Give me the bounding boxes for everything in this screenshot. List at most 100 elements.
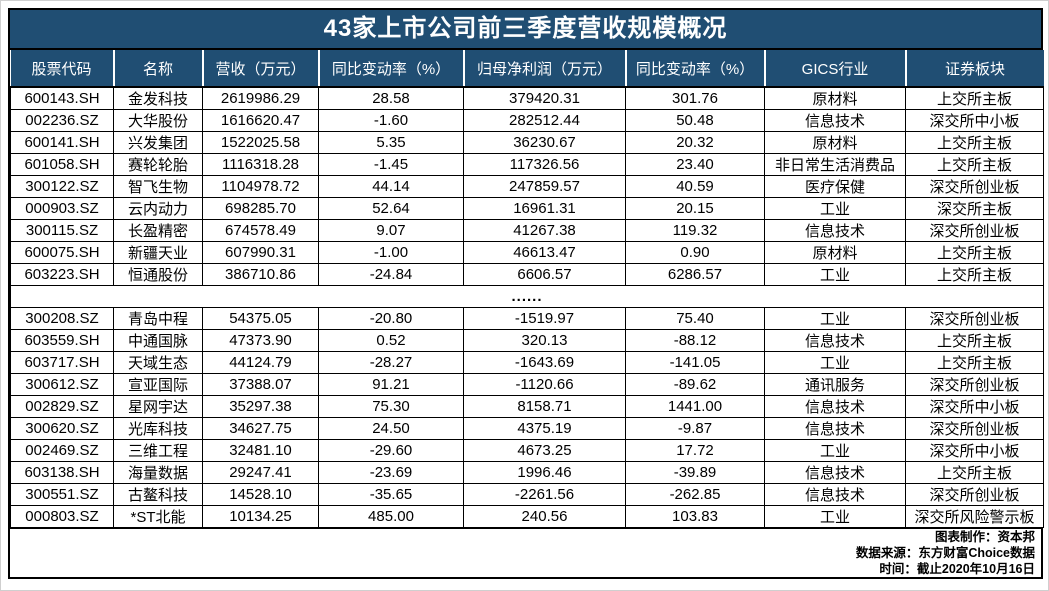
cell: 原材料: [764, 131, 906, 154]
table-row: 300208.SZ 青岛中程 54375.05 -20.80 -1519.97 75.40…: [10, 307, 1044, 330]
cell: 1441.00: [625, 395, 765, 418]
cell: 485.00: [318, 505, 464, 528]
cell: 中通国脉: [113, 329, 203, 352]
table-row: 300620.SZ 光库科技 34627.75 24.50 4375.19 -9.87 信息…: [10, 417, 1044, 440]
cell: 非日常生活消费品: [764, 153, 906, 176]
table-row: 000803.SZ *ST北能 10134.25 485.00 240.56 103.83…: [10, 505, 1044, 528]
cell: 0.52: [318, 329, 464, 352]
cell: 41267.38: [463, 219, 626, 242]
cell: 117326.56: [463, 153, 626, 176]
cell: 信息技术: [764, 417, 906, 440]
cell: 32481.10: [202, 439, 319, 462]
cell: 深交所中小板: [905, 395, 1044, 418]
cell: 深交所中小板: [905, 439, 1044, 462]
cell: 工业: [764, 307, 906, 330]
cell: 大华股份: [113, 109, 203, 132]
cell: -39.89: [625, 461, 765, 484]
cell: 37388.07: [202, 373, 319, 396]
cell: 8158.71: [463, 395, 626, 418]
cell: 海量数据: [113, 461, 203, 484]
cell: 光库科技: [113, 417, 203, 440]
cell: 44.14: [318, 175, 464, 198]
cell: 工业: [764, 197, 906, 220]
cell: 300208.SZ: [10, 307, 114, 330]
cell: 002469.SZ: [10, 439, 114, 462]
cell: 深交所创业板: [905, 483, 1044, 506]
cell: 17.72: [625, 439, 765, 462]
cell: 47373.90: [202, 329, 319, 352]
cell: 54375.05: [202, 307, 319, 330]
table-row: 600141.SH 兴发集团 1522025.58 5.35 36230.67 20.32…: [10, 131, 1044, 154]
cell: -1643.69: [463, 351, 626, 374]
ellipsis-row: ......: [10, 285, 1044, 308]
cell: 50.48: [625, 109, 765, 132]
cell: 674578.49: [202, 219, 319, 242]
table-row: 603138.SH 海量数据 29247.41 -23.69 1996.46 -39.89…: [10, 461, 1044, 484]
cell: 10134.25: [202, 505, 319, 528]
cell: 300620.SZ: [10, 417, 114, 440]
footer-credit: 图表制作：资本邦: [934, 530, 1035, 544]
cell: 000903.SZ: [10, 197, 114, 220]
cell: 深交所创业板: [905, 219, 1044, 242]
cell: 上交所主板: [905, 351, 1044, 374]
cell: 天域生态: [113, 351, 203, 374]
cell: 14528.10: [202, 483, 319, 506]
cell: 000803.SZ: [10, 505, 114, 528]
cell: 52.64: [318, 197, 464, 220]
cell: 上交所主板: [905, 131, 1044, 154]
cell: 600075.SH: [10, 241, 114, 264]
cell: -89.62: [625, 373, 765, 396]
cell: 40.59: [625, 175, 765, 198]
table-row: 300612.SZ 宣亚国际 37388.07 91.21 -1120.66 -89.62…: [10, 373, 1044, 396]
cell: *ST北能: [113, 505, 203, 528]
table-row: 300122.SZ 智飞生物 1104978.72 44.14 247859.57 40.…: [10, 175, 1044, 198]
cell: 29247.41: [202, 461, 319, 484]
cell: -23.69: [318, 461, 464, 484]
cell: 5.35: [318, 131, 464, 154]
cell: 1522025.58: [202, 131, 319, 154]
cell: 75.40: [625, 307, 765, 330]
cell: 工业: [764, 439, 906, 462]
cell: 云内动力: [113, 197, 203, 220]
cell: 医疗保健: [764, 175, 906, 198]
cell: -88.12: [625, 329, 765, 352]
table-row: 000903.SZ 云内动力 698285.70 52.64 16961.31 20.15…: [10, 197, 1044, 220]
cell: 301.76: [625, 86, 765, 110]
column-header: 同比变动率（%）: [317, 50, 464, 88]
cell: 古鳌科技: [113, 483, 203, 506]
cell: 深交所创业板: [905, 307, 1044, 330]
column-header: GICS行业: [763, 50, 906, 88]
cell: 002236.SZ: [10, 109, 114, 132]
cell: 002829.SZ: [10, 395, 114, 418]
cell: 24.50: [318, 417, 464, 440]
cell: 1616620.47: [202, 109, 319, 132]
cell: 信息技术: [764, 395, 906, 418]
cell: 兴发集团: [113, 131, 203, 154]
cell: 4375.19: [463, 417, 626, 440]
table-row: 603559.SH 中通国脉 47373.90 0.52 320.13 -88.12 信息技…: [10, 329, 1044, 352]
cell: 6286.57: [625, 263, 765, 286]
cell: 长盈精密: [113, 219, 203, 242]
cell: 上交所主板: [905, 461, 1044, 484]
cell: -2261.56: [463, 483, 626, 506]
cell: -262.85: [625, 483, 765, 506]
cell: 6606.57: [463, 263, 626, 286]
table-row: 002469.SZ 三维工程 32481.10 -29.60 4673.25 17.72 工…: [10, 439, 1044, 462]
cell: 深交所风险警示板: [905, 505, 1044, 528]
companies-table: 股票代码 名称 营收（万元） 同比变动率（%） 归母净利润（万元） 同比变动率（%） GIC…: [10, 50, 1044, 528]
cell: 16961.31: [463, 197, 626, 220]
cell: 607990.31: [202, 241, 319, 264]
cell: 金发科技: [113, 86, 203, 110]
cell: 上交所主板: [905, 329, 1044, 352]
cell: -1120.66: [463, 373, 626, 396]
cell: 深交所创业板: [905, 373, 1044, 396]
table-frame: 43家上市公司前三季度营收规模概况 股票代码 名称 营收（万元） 同比变动率（%） 归母…: [8, 8, 1044, 579]
cell: 603138.SH: [10, 461, 114, 484]
cell: 1104978.72: [202, 175, 319, 198]
cell: 9.07: [318, 219, 464, 242]
cell: 赛轮轮胎: [113, 153, 203, 176]
cell: 上交所主板: [905, 241, 1044, 264]
header-row: 股票代码 名称 营收（万元） 同比变动率（%） 归母净利润（万元） 同比变动率（%） GIC…: [10, 50, 1044, 88]
column-header: 营收（万元）: [201, 50, 319, 88]
